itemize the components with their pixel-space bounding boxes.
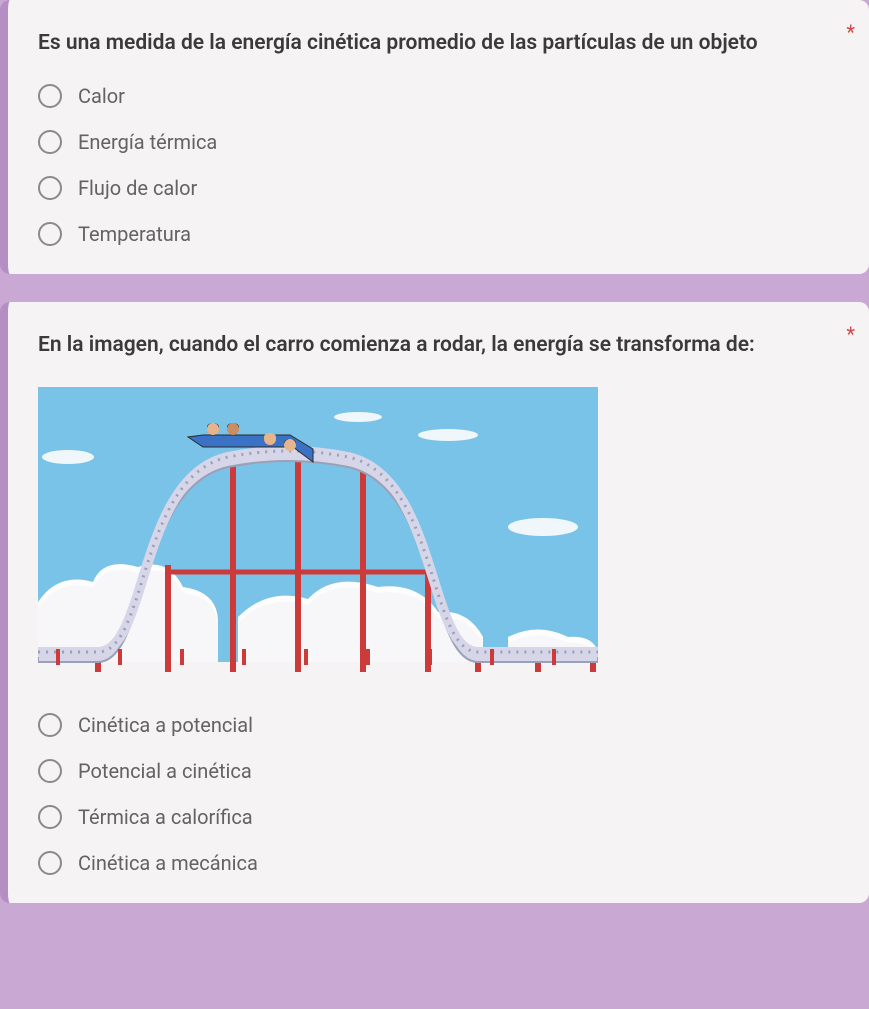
question-text: Es una medida de la energía cinética pro… <box>38 28 839 58</box>
roller-coaster-illustration <box>38 387 598 687</box>
options-group-1: Calor Energía térmica Flujo de calor Tem… <box>38 84 839 246</box>
radio-icon[interactable] <box>38 851 62 875</box>
option-label: Cinética a potencial <box>78 713 253 737</box>
options-group-2: Cinética a potencial Potencial a cinétic… <box>38 713 839 875</box>
radio-icon[interactable] <box>38 713 62 737</box>
radio-icon[interactable] <box>38 130 62 154</box>
question-card-2: * En la imagen, cuando el carro comienza… <box>0 302 869 902</box>
radio-icon[interactable] <box>38 84 62 108</box>
option-temperatura[interactable]: Temperatura <box>38 222 839 246</box>
option-label: Energía térmica <box>78 130 217 154</box>
required-mark: * <box>846 20 855 44</box>
option-flujo-de-calor[interactable]: Flujo de calor <box>38 176 839 200</box>
option-calor[interactable]: Calor <box>38 84 839 108</box>
question-card-1: * Es una medida de la energía cinética p… <box>0 0 869 274</box>
question-text: En la imagen, cuando el carro comienza a… <box>38 330 839 360</box>
radio-icon[interactable] <box>38 222 62 246</box>
option-termica-a-calorifica[interactable]: Térmica a calorífica <box>38 805 839 829</box>
radio-icon[interactable] <box>38 805 62 829</box>
option-label: Temperatura <box>78 222 191 246</box>
option-label: Cinética a mecánica <box>78 851 258 875</box>
question-image <box>38 387 598 687</box>
option-cinetica-a-potencial[interactable]: Cinética a potencial <box>38 713 839 737</box>
option-energia-termica[interactable]: Energía térmica <box>38 130 839 154</box>
option-cinetica-a-mecanica[interactable]: Cinética a mecánica <box>38 851 839 875</box>
radio-icon[interactable] <box>38 759 62 783</box>
option-label: Potencial a cinética <box>78 759 252 783</box>
option-label: Térmica a calorífica <box>78 805 253 829</box>
radio-icon[interactable] <box>38 176 62 200</box>
required-mark: * <box>846 322 855 346</box>
option-label: Flujo de calor <box>78 176 197 200</box>
option-potencial-a-cinetica[interactable]: Potencial a cinética <box>38 759 839 783</box>
option-label: Calor <box>78 84 125 108</box>
